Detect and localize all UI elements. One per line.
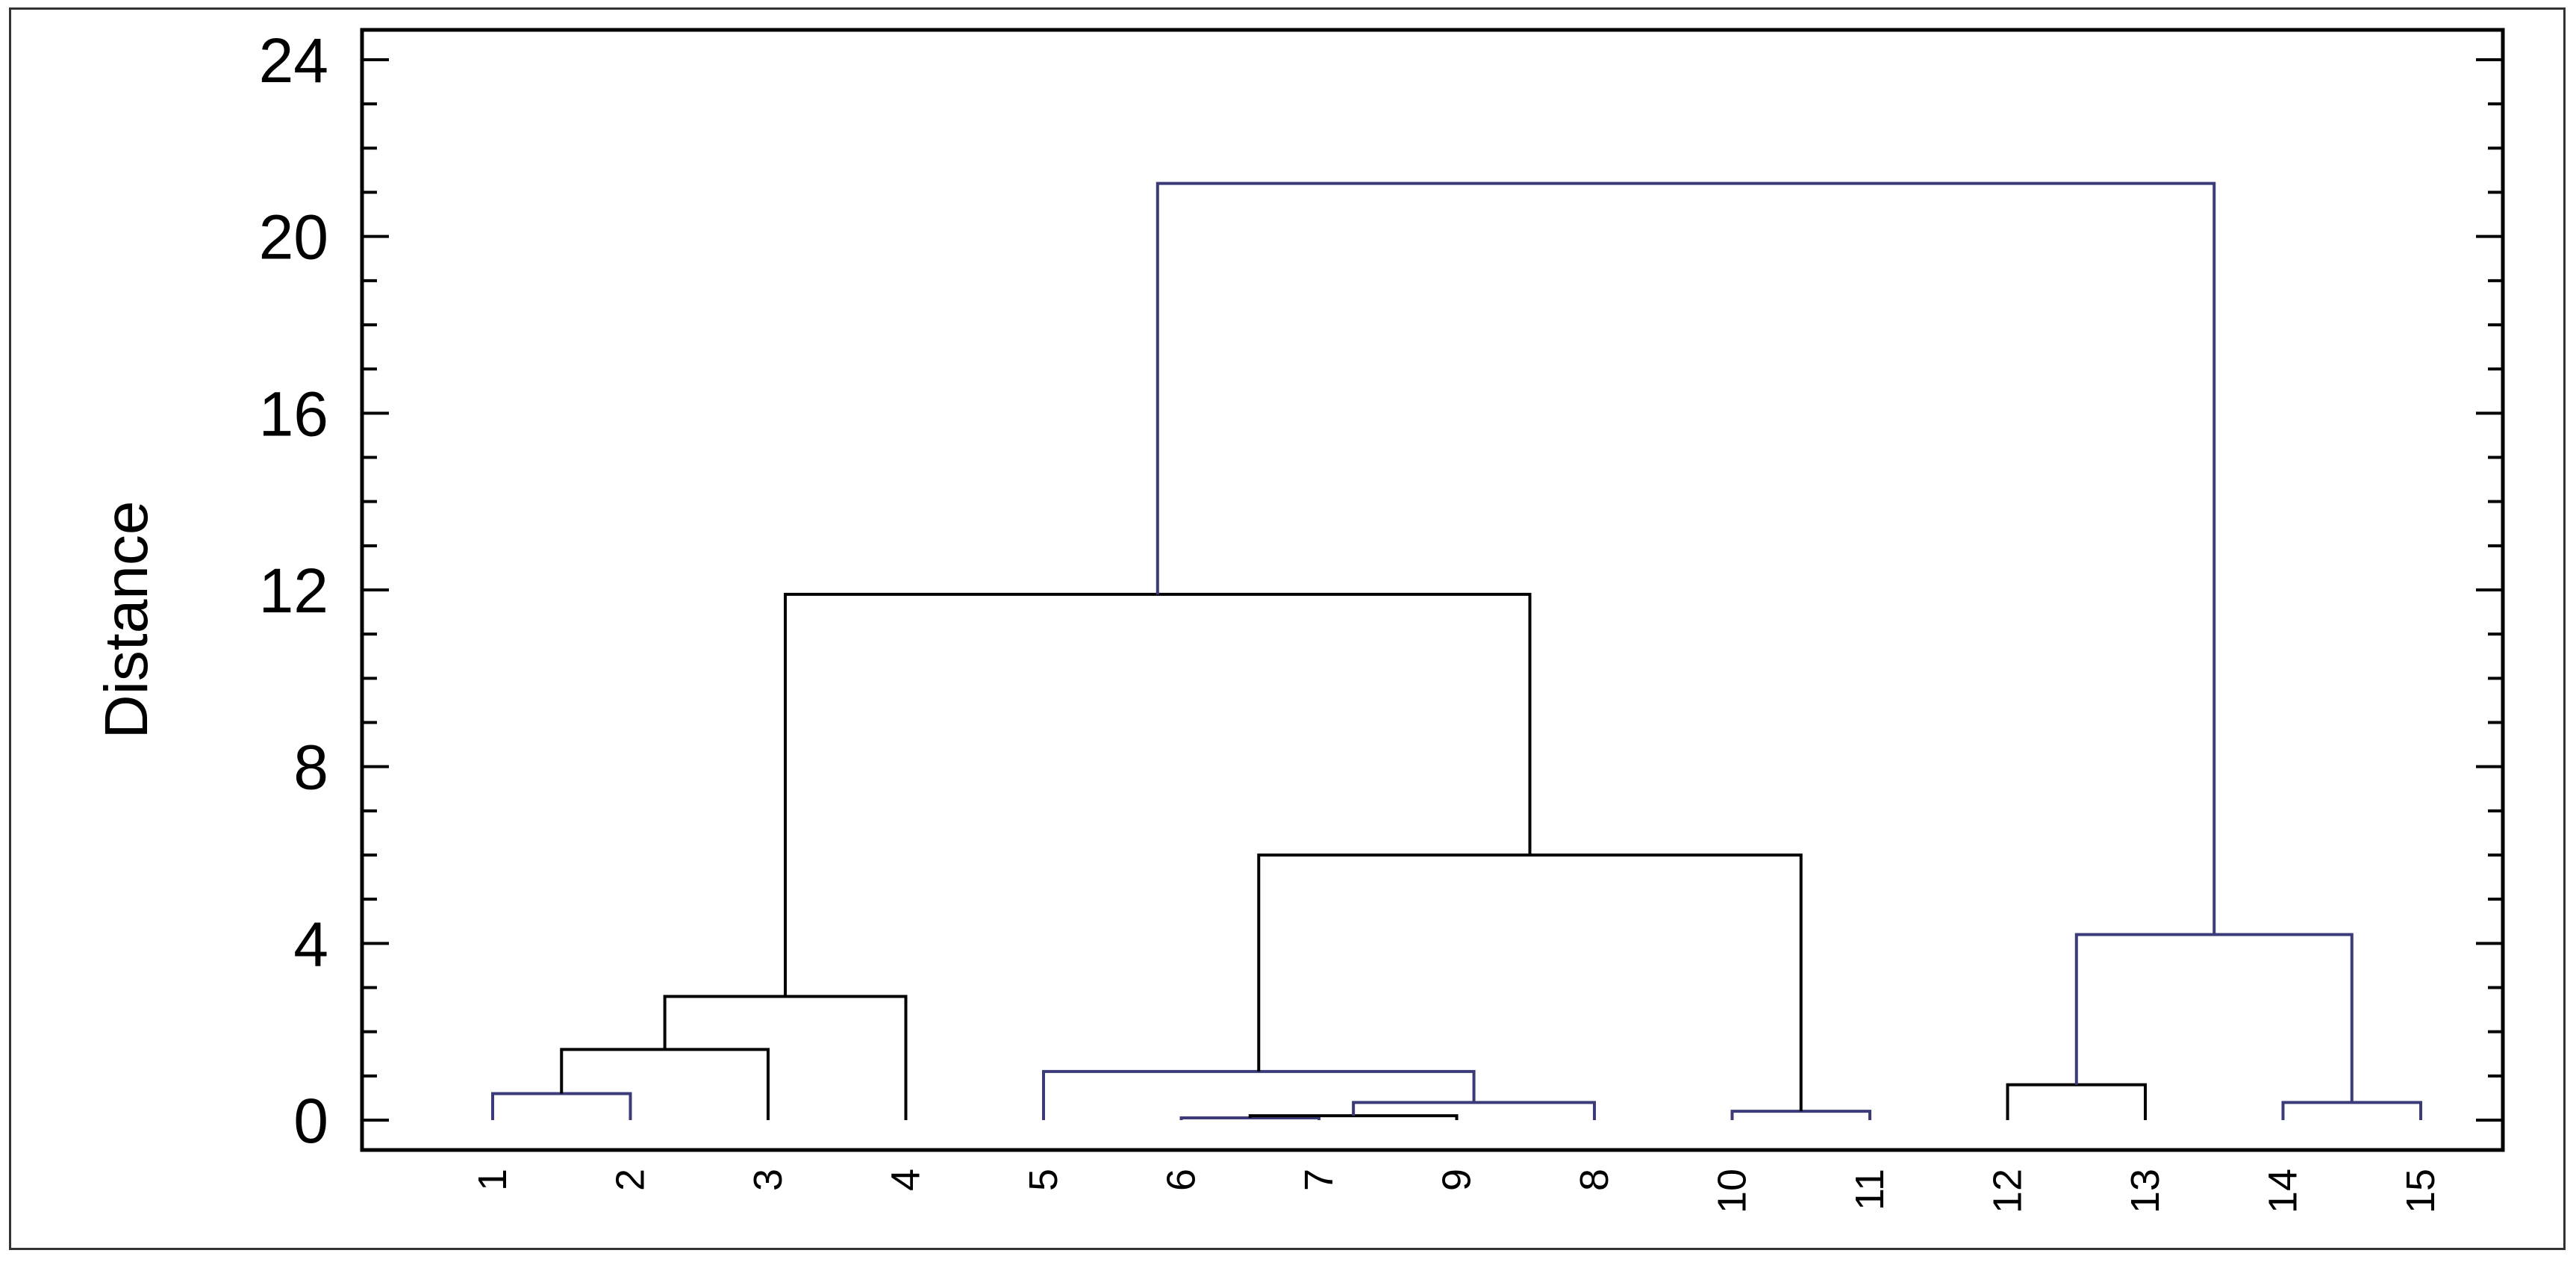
dendrogram-link [491,1092,632,1120]
x-axis-leaf-labels: 1 2 3 4 5 6 7 9 8 10 11 12 13 14 15 [470,1169,2443,1213]
dendrogram-link [663,995,908,1120]
leaf-label: 6 [1159,1169,1204,1191]
leaf-label: 3 [746,1169,790,1191]
leaf-label: 5 [1021,1169,1066,1191]
y-tick-label: 16 [259,379,328,449]
dendrogram-link [2281,1101,2422,1120]
leaf-label: 2 [608,1169,653,1191]
dendrogram-link [1156,181,2216,935]
y-tick-label: 24 [259,25,328,96]
dendrogram-link [1179,1116,1320,1120]
y-tick-label: 0 [293,1086,328,1156]
y-tick-label: 4 [293,909,328,979]
leaf-label: 15 [2398,1169,2443,1213]
leaf-label: 10 [1710,1169,1755,1213]
leaf-label: 1 [470,1169,515,1191]
leaf-label: 9 [1435,1169,1479,1191]
dendrogram-link [1352,1101,1596,1120]
dendrogram-link [784,592,1532,997]
dendrogram-links [491,181,2422,1120]
y-tick-label: 20 [259,202,328,273]
leaf-label: 13 [2123,1169,2168,1213]
dendrogram-link [2006,1083,2147,1120]
y-tick-label: 12 [259,556,328,626]
y-tick-label: 8 [293,733,328,803]
leaf-label: 4 [884,1169,929,1191]
y-axis-left-ticks [362,58,389,1122]
leaf-label: 14 [2261,1169,2306,1213]
y-axis-tick-labels: 0 4 8 12 16 20 24 [259,25,328,1156]
dendrogram-link [560,1048,770,1120]
y-axis-right-ticks [2476,58,2503,1122]
plot-area [360,28,2505,1152]
dendrogram-link [1730,1110,1871,1120]
leaf-label: 8 [1572,1169,1617,1191]
dendrogram-link [1042,1069,1476,1120]
figure-frame [9,7,2566,1250]
leaf-label: 7 [1297,1169,1341,1191]
leaf-label: 12 [1986,1169,2030,1213]
dendrogram-link [2074,933,2354,1103]
leaf-label: 11 [1847,1169,1892,1210]
